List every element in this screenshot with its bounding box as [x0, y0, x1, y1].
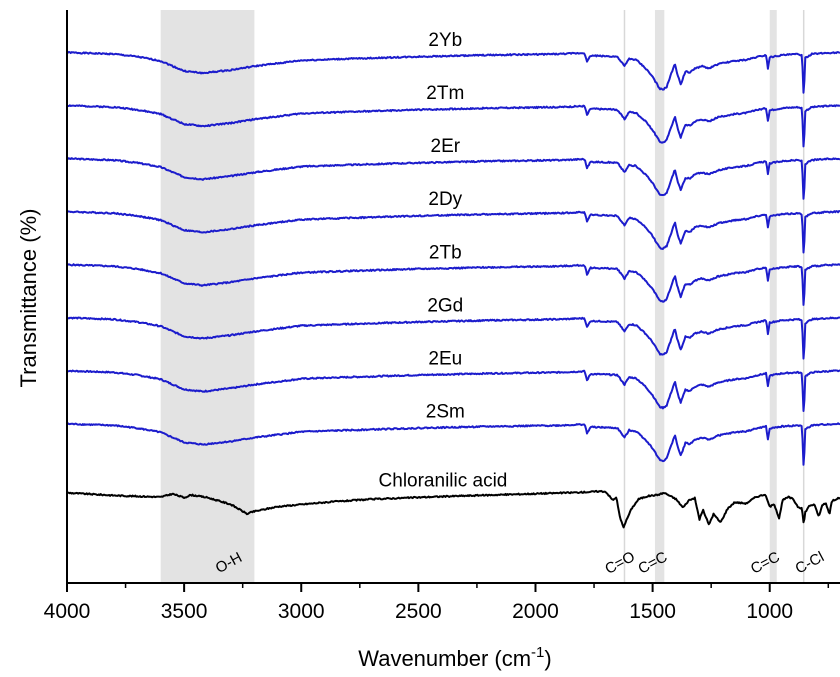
shaded-region-2 [769, 10, 777, 583]
series-line-2tm [66, 104, 840, 148]
spectra [66, 50, 840, 529]
series-labels: 2Yb 2Tm 2Er 2Dy 2Tb 2Gd 2Eu 2Sm Chloranilic acid [379, 30, 508, 491]
x-tick-label-3000: 3000 [278, 600, 325, 623]
x-tick-label-4000: 4000 [44, 600, 91, 623]
x-axis-label-exp: -1 [531, 644, 544, 661]
annotation-1: C=O [602, 548, 638, 578]
shaded-region-1 [654, 10, 665, 583]
x-tick-label-2000: 2000 [512, 600, 559, 623]
series-line-2gd [66, 316, 840, 360]
series-line-2tb [66, 263, 840, 306]
annotation-3: C=C [748, 548, 783, 577]
series-line-2sm [66, 422, 840, 466]
series-label-2yb: 2Yb [428, 30, 462, 51]
shaded-region-0 [160, 10, 255, 583]
series-label-2tm: 2Tm [426, 83, 464, 104]
series-line-2er [66, 157, 840, 200]
series-label-2er: 2Er [431, 136, 461, 157]
series-line-chloranilic-acid [66, 489, 840, 529]
series-label-2sm: 2Sm [426, 401, 465, 422]
series-line-2yb [66, 50, 840, 94]
series-label-2dy: 2Dy [428, 189, 462, 210]
shaded-regions [160, 10, 777, 583]
series-label-chloranilic-acid: Chloranilic acid [379, 470, 508, 491]
series-line-2eu [66, 369, 840, 412]
x-axis-label-text: Wavenumber (cm [358, 646, 531, 671]
x-tick-label-1500: 1500 [629, 600, 676, 623]
series-label-2gd: 2Gd [427, 295, 463, 316]
x-axis-label-close: ) [544, 646, 551, 671]
x-tick-label-2500: 2500 [395, 600, 442, 623]
peak-annotations: O-H C=OC=C C=C C-Cl [213, 548, 827, 578]
reference-lines [623, 10, 805, 583]
series-line-2dy [66, 210, 840, 254]
x-tick-label-3500: 3500 [161, 600, 208, 623]
x-tick-label-1000: 1000 [746, 600, 793, 623]
annotation-2: C=C [635, 548, 670, 577]
annotation-4: C-Cl [793, 548, 827, 577]
series-label-2tb: 2Tb [429, 242, 462, 263]
x-ticks: 4000 3500 3000 2500 2000 1500 1000 [44, 583, 830, 623]
x-axis-label: Wavenumber (cm-1) [358, 644, 551, 671]
series-label-2eu: 2Eu [428, 348, 462, 369]
y-axis-label: Transmittance (%) [16, 209, 41, 388]
